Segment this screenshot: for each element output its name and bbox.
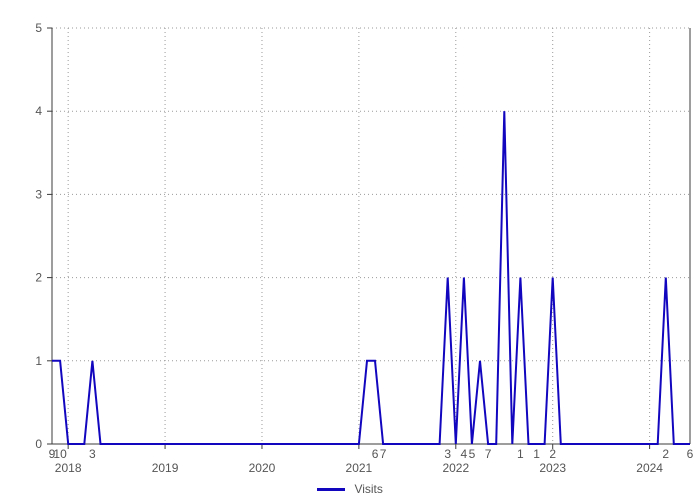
svg-text:2: 2 xyxy=(549,447,556,461)
svg-text:2020: 2020 xyxy=(249,461,276,475)
svg-text:3: 3 xyxy=(35,187,42,201)
legend: Visits xyxy=(0,482,700,496)
svg-text:10: 10 xyxy=(53,447,67,461)
svg-text:4: 4 xyxy=(35,104,42,118)
svg-text:2023: 2023 xyxy=(539,461,566,475)
svg-text:5: 5 xyxy=(35,21,42,35)
svg-text:2022: 2022 xyxy=(442,461,469,475)
svg-text:1: 1 xyxy=(35,354,42,368)
svg-text:2019: 2019 xyxy=(152,461,179,475)
svg-text:4: 4 xyxy=(461,447,468,461)
legend-swatch xyxy=(317,488,345,491)
svg-text:6: 6 xyxy=(687,447,694,461)
svg-text:3: 3 xyxy=(444,447,451,461)
svg-text:2: 2 xyxy=(35,271,42,285)
svg-text:2: 2 xyxy=(662,447,669,461)
svg-text:7: 7 xyxy=(485,447,492,461)
svg-text:7: 7 xyxy=(380,447,387,461)
line-chart: 0123452018201920202021202220232024910367… xyxy=(0,0,700,500)
svg-text:1: 1 xyxy=(533,447,540,461)
svg-text:2021: 2021 xyxy=(346,461,373,475)
svg-text:1: 1 xyxy=(517,447,524,461)
legend-label: Visits xyxy=(354,482,382,496)
svg-text:0: 0 xyxy=(35,437,42,451)
svg-text:5: 5 xyxy=(469,447,476,461)
svg-text:6: 6 xyxy=(372,447,379,461)
svg-text:3: 3 xyxy=(89,447,96,461)
svg-text:2018: 2018 xyxy=(55,461,82,475)
svg-text:2024: 2024 xyxy=(636,461,663,475)
